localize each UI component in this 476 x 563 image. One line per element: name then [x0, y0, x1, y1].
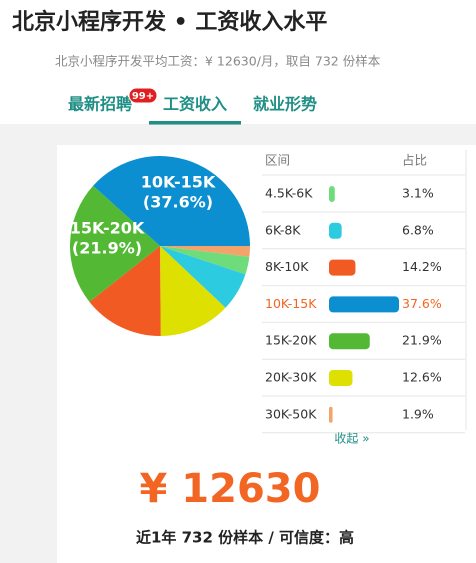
collapse-link[interactable]: 收起 »	[334, 432, 369, 446]
pie-slice	[93, 156, 250, 246]
row-share: 21.9%	[402, 333, 442, 348]
tab[interactable]: 最新招聘	[68, 95, 132, 114]
active-tab-underline	[149, 121, 241, 125]
pie-chart: 10K-15K(37.6%) 15K-20K(21.9%)	[70, 156, 250, 336]
share-bar	[329, 186, 335, 202]
slice-category: 15K-20K	[70, 219, 145, 238]
row-category: 4.5K-6K	[265, 186, 313, 201]
row-category: 30K-50K	[265, 406, 317, 421]
salary-table: 区间 占比 4.5K-6K 3.1% 6K-8K 6.8% 8K-10K 14.2% 10K-1…	[262, 150, 467, 434]
sample-info: 近1年 732 份样本 / 可信度：高	[136, 529, 354, 547]
row-share: 6.8%	[402, 222, 434, 237]
subtitle: 北京小程序开发平均工资：¥ 12630/月，取自 732 份样本	[55, 54, 381, 69]
pie-slice	[70, 185, 160, 302]
pie-slice	[160, 246, 250, 257]
column-header: 占比	[402, 153, 427, 168]
pie-slice	[160, 246, 226, 336]
row-share: 3.1%	[402, 186, 434, 201]
row-category: 15K-20K	[265, 333, 317, 348]
row-share: 1.9%	[402, 406, 434, 421]
row-category: 6K-8K	[265, 222, 301, 237]
slice-category: 10K-15K	[141, 173, 216, 192]
pie-slice	[160, 246, 246, 308]
slice-label: (37.6%)	[143, 193, 213, 212]
pie-slice	[89, 246, 161, 336]
row-category: 20K-30K	[265, 370, 317, 385]
row-category: 10K-15K	[265, 296, 317, 311]
share-bar	[329, 370, 353, 386]
pie-slice	[160, 246, 250, 275]
share-bar	[329, 222, 342, 239]
slice-label: (21.9%)	[72, 239, 142, 258]
share-bar	[329, 296, 399, 313]
average-salary: ¥ 12630	[140, 466, 321, 512]
share-bar	[329, 406, 333, 423]
share-bar	[329, 333, 370, 350]
tab[interactable]: 就业形势	[253, 95, 317, 114]
row-share: 37.6%	[402, 296, 442, 311]
badge-bg	[128, 87, 158, 104]
share-bar	[329, 259, 356, 276]
tab-bar: 最新招聘 99+ 工资收入 就业形势	[0, 87, 476, 126]
tab[interactable]: 工资收入	[163, 95, 227, 114]
row-share: 12.6%	[402, 370, 442, 385]
row-category: 8K-10K	[265, 259, 309, 274]
badge: 99+	[132, 91, 154, 102]
column-header: 区间	[265, 153, 290, 168]
page-title: 北京小程序开发 • 工资收入水平	[12, 9, 327, 35]
row-share: 14.2%	[402, 259, 442, 274]
